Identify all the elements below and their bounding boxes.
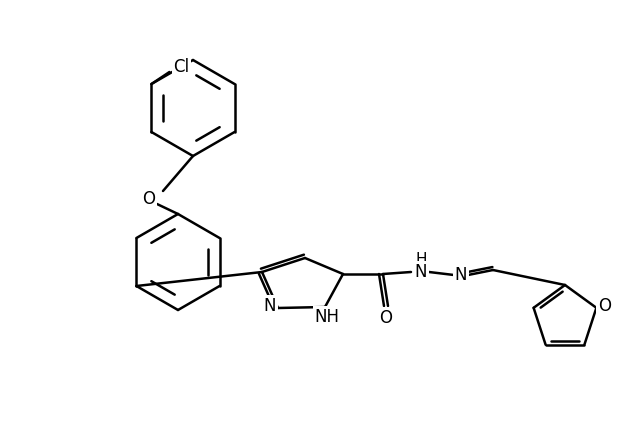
Text: H: H (415, 252, 427, 267)
Text: Cl: Cl (173, 58, 189, 76)
Text: N: N (264, 297, 276, 315)
Text: O: O (143, 190, 156, 208)
Text: N: N (415, 263, 428, 281)
Text: O: O (598, 297, 611, 315)
Text: NH: NH (314, 308, 339, 326)
Text: N: N (455, 266, 467, 284)
Text: O: O (380, 309, 392, 327)
